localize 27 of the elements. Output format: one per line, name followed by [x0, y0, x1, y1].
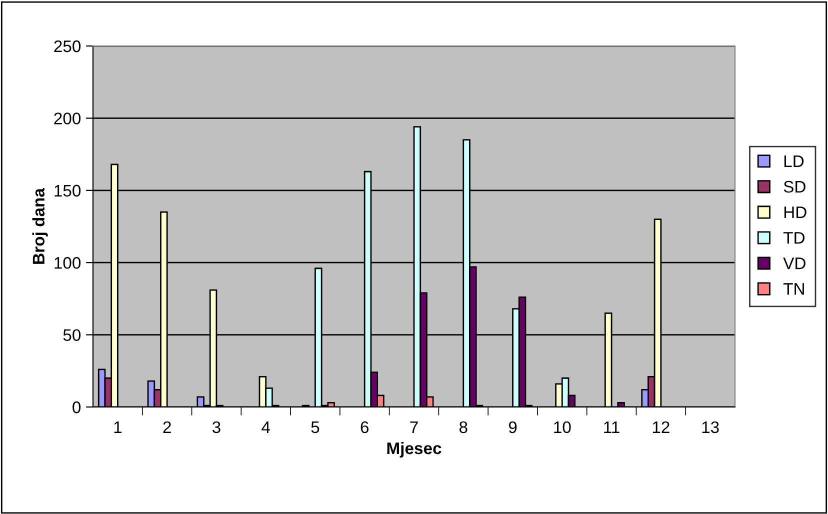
- x-tick-label: 11: [604, 422, 620, 433]
- y-tick-label: 200: [54, 112, 81, 124]
- legend-label: TD: [783, 232, 805, 244]
- y-tick-label: 250: [54, 40, 81, 52]
- x-axis-title: Mjesec: [387, 442, 442, 458]
- y-tick-label: 150: [54, 184, 81, 197]
- x-tick-label: 9: [508, 421, 517, 434]
- x-tick-label: 2: [163, 421, 171, 433]
- legend-label: TN: [783, 283, 804, 295]
- x-tick-label: 10: [554, 421, 571, 434]
- y-tick-label: 100: [54, 257, 81, 269]
- x-tick-label: 1: [114, 422, 122, 433]
- legend-label: SD: [784, 180, 806, 193]
- x-tick-label: 7: [410, 422, 418, 433]
- x-tick-label: 4: [262, 422, 270, 433]
- y-tick-label: 50: [63, 329, 81, 342]
- x-tick-label: 3: [212, 421, 220, 434]
- y-axis-title: Broj dana: [32, 188, 48, 264]
- y-tick-label: 0: [72, 401, 81, 414]
- x-tick-label: 8: [459, 421, 468, 434]
- legend-label: VD: [783, 258, 806, 270]
- x-tick-label: 12: [652, 421, 670, 433]
- x-tick-label: 5: [311, 422, 320, 434]
- x-tick-label: 13: [702, 421, 719, 434]
- legend-label: LD: [784, 156, 804, 167]
- x-tick-label: 6: [360, 421, 369, 434]
- legend-label: HD: [784, 206, 806, 218]
